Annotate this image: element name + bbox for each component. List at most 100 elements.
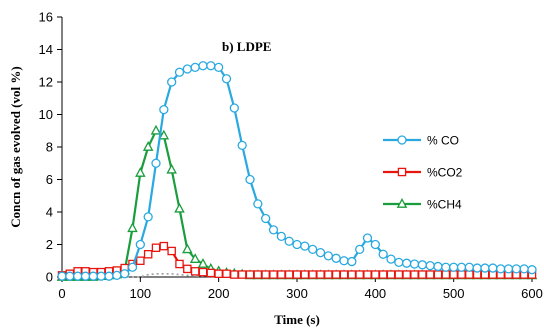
data-point [323, 251, 333, 261]
data-point [112, 270, 122, 281]
data-point [449, 270, 458, 279]
y-tick-label: 2 [46, 237, 53, 252]
axes: 0 2 4 6 8 10 12 14 16 0 100 200 300 400 500 600 [39, 10, 543, 302]
data-point [151, 243, 161, 252]
data-point [378, 249, 388, 259]
legend-item: % CO [383, 134, 459, 148]
data-point [410, 270, 419, 279]
data-point [261, 270, 270, 279]
data-point [371, 270, 380, 279]
data-point [425, 270, 435, 279]
data-point [519, 264, 529, 274]
data-point [166, 163, 177, 174]
data-point [135, 239, 145, 250]
data-point [457, 270, 466, 279]
data-point [237, 270, 247, 279]
data-point [150, 124, 162, 135]
data-point [276, 231, 286, 242]
data-point [88, 271, 98, 281]
data-point [214, 269, 223, 278]
data-point [174, 202, 185, 213]
data-point [182, 64, 192, 74]
data-point [159, 241, 169, 251]
data-point [386, 254, 396, 264]
data-point [402, 270, 411, 279]
data-point [449, 262, 459, 272]
x-tick-label: 100 [129, 286, 151, 301]
chart-annotation: b) LDPE [222, 39, 271, 54]
x-tick-label: 600 [521, 286, 543, 301]
series-layer [56, 61, 538, 281]
data-point [511, 264, 521, 274]
data-point [316, 270, 325, 279]
legend-label: %CH4 [427, 198, 462, 212]
legend-item: %CO2 [383, 166, 463, 180]
legend-label: %CO2 [427, 166, 463, 180]
data-point [277, 270, 286, 279]
data-point [167, 77, 177, 87]
data-point [456, 262, 467, 272]
data-point [488, 263, 498, 273]
series-co [57, 61, 537, 281]
data-point [284, 270, 294, 279]
data-point [355, 244, 365, 255]
x-tick-label: 400 [364, 286, 386, 301]
data-point [221, 74, 232, 84]
data-point [347, 256, 357, 267]
data-point [222, 269, 231, 278]
data-point [315, 247, 326, 258]
data-point [237, 140, 247, 151]
x-tick-label: 200 [208, 286, 230, 301]
data-point [331, 253, 341, 263]
data-point [363, 270, 372, 279]
data-point [362, 233, 373, 243]
data-point [253, 199, 263, 209]
data-point [394, 270, 404, 279]
data-point [425, 260, 435, 271]
data-point [253, 270, 263, 279]
data-point [189, 253, 201, 263]
data-point [198, 267, 208, 277]
data-point [214, 62, 224, 73]
data-point [135, 167, 146, 177]
legend: % CO %CO2 %CH4 [383, 134, 463, 212]
data-point [230, 270, 239, 279]
y-tick-label: 10 [39, 107, 53, 122]
data-point [245, 174, 255, 185]
data-point [190, 62, 200, 73]
data-point [308, 244, 318, 255]
data-point [433, 270, 443, 279]
data-point [347, 270, 357, 279]
data-point [198, 61, 208, 71]
data-point [409, 259, 420, 269]
data-point [206, 61, 216, 71]
data-point [527, 265, 537, 275]
data-point [355, 270, 364, 279]
data-point [394, 257, 404, 268]
data-point [464, 262, 474, 272]
y-tick-label: 4 [46, 205, 53, 220]
data-point [142, 141, 154, 151]
data-point [417, 260, 427, 270]
data-point [206, 268, 216, 278]
y-tick-label: 8 [46, 140, 53, 155]
data-point [65, 271, 75, 281]
data-point [182, 243, 193, 254]
data-point [433, 261, 443, 272]
data-point [167, 246, 176, 256]
data-point [370, 239, 380, 250]
data-point [300, 241, 310, 251]
data-point [465, 270, 474, 279]
y-tick-label: 0 [46, 270, 53, 285]
data-point [120, 269, 130, 279]
data-point [73, 271, 83, 281]
data-point [292, 239, 302, 250]
legend-marker [397, 167, 407, 177]
legend-item: %CH4 [383, 198, 462, 212]
data-point [80, 271, 91, 281]
data-point [197, 258, 209, 268]
y-tick-label: 6 [46, 172, 53, 187]
data-point [143, 249, 153, 259]
data-point [261, 213, 271, 224]
